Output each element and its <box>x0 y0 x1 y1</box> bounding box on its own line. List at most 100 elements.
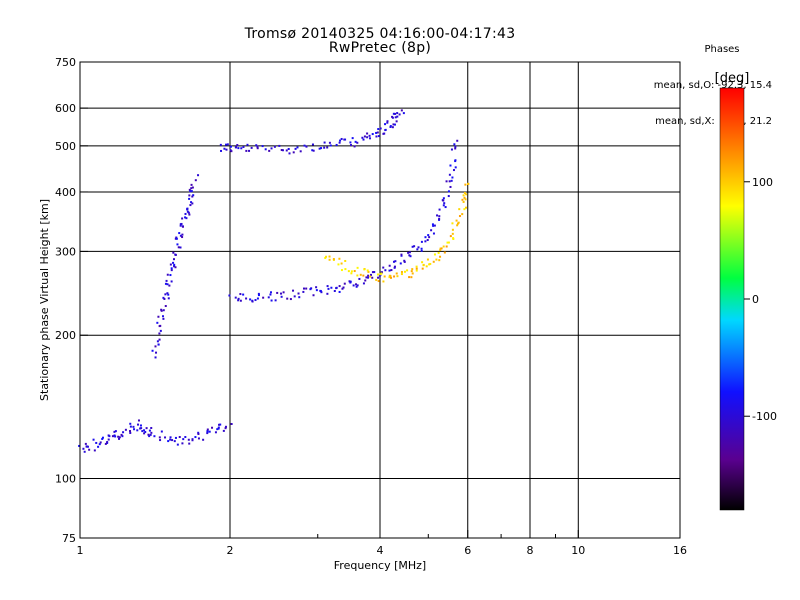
data-point <box>219 423 222 426</box>
data-point <box>278 144 281 147</box>
data-point <box>377 128 380 131</box>
data-point <box>451 222 454 225</box>
data-point <box>181 225 184 228</box>
data-point <box>99 441 102 444</box>
data-point <box>163 297 166 300</box>
data-point <box>465 193 468 196</box>
data-point <box>111 435 114 438</box>
data-point <box>197 432 200 435</box>
data-point <box>170 269 173 272</box>
y-tick-label: 200 <box>55 329 76 342</box>
data-point <box>114 430 117 433</box>
data-point <box>191 202 194 205</box>
data-point <box>388 274 391 277</box>
data-point <box>348 280 351 283</box>
data-point <box>160 309 163 312</box>
data-point <box>420 249 423 252</box>
data-point <box>464 198 467 201</box>
data-point <box>396 115 399 118</box>
data-point <box>184 212 187 215</box>
data-point <box>329 144 332 147</box>
data-point <box>106 441 109 444</box>
data-point <box>326 285 329 288</box>
data-point <box>150 431 153 434</box>
data-point <box>429 262 432 265</box>
data-point <box>236 144 239 147</box>
data-point <box>421 261 424 264</box>
data-point <box>264 148 267 151</box>
data-point <box>251 300 254 303</box>
data-point <box>181 442 184 445</box>
data-point <box>107 438 110 441</box>
data-point <box>428 263 431 266</box>
data-point <box>256 145 259 148</box>
data-point <box>463 208 466 211</box>
data-point <box>86 445 89 448</box>
data-point <box>188 442 191 445</box>
data-point <box>296 146 299 149</box>
data-point <box>133 428 136 431</box>
data-point <box>326 146 329 149</box>
data-point <box>398 113 401 116</box>
data-point <box>206 428 209 431</box>
data-point <box>190 201 193 204</box>
data-point <box>375 135 378 138</box>
data-point <box>361 136 364 139</box>
data-point <box>156 321 159 324</box>
data-point <box>393 275 396 278</box>
data-point <box>325 255 328 258</box>
data-point <box>394 260 397 263</box>
data-point <box>350 270 353 273</box>
data-point <box>388 276 391 279</box>
data-point <box>223 147 226 150</box>
data-point <box>449 235 452 238</box>
data-point <box>173 265 176 268</box>
data-point <box>174 253 177 256</box>
data-point <box>167 293 170 296</box>
data-point <box>92 438 95 441</box>
data-point <box>218 423 221 426</box>
data-point <box>373 271 376 274</box>
data-point <box>181 233 184 236</box>
x-tick-label: 16 <box>673 544 687 557</box>
data-point <box>311 149 314 152</box>
data-point <box>416 248 419 251</box>
data-point <box>408 276 411 279</box>
data-point <box>451 176 454 179</box>
data-point <box>166 283 169 286</box>
data-point <box>95 441 98 444</box>
data-point <box>189 204 192 207</box>
data-point <box>129 425 132 428</box>
data-point <box>433 253 436 256</box>
data-point <box>396 275 399 278</box>
data-point <box>463 191 466 194</box>
data-point <box>323 141 326 144</box>
data-point <box>366 132 369 135</box>
data-point <box>335 286 338 289</box>
data-point <box>245 149 248 152</box>
data-point <box>400 273 403 276</box>
data-point <box>454 147 457 150</box>
data-point <box>305 287 308 290</box>
data-point <box>408 254 411 257</box>
data-point <box>355 283 358 286</box>
data-point <box>114 435 117 438</box>
data-point <box>83 450 86 453</box>
data-point <box>302 287 305 290</box>
y-tick-label: 100 <box>55 473 76 486</box>
data-point <box>158 325 161 328</box>
data-point <box>194 436 197 439</box>
data-point <box>382 266 385 269</box>
data-point <box>270 299 273 302</box>
data-point <box>367 274 370 277</box>
data-point <box>448 180 451 183</box>
data-point <box>85 445 88 448</box>
data-point <box>339 139 342 142</box>
data-point <box>438 217 441 220</box>
data-point <box>403 259 406 262</box>
data-point <box>354 140 357 143</box>
data-point <box>148 435 151 438</box>
data-point <box>167 297 170 300</box>
data-point <box>197 174 200 177</box>
data-point <box>377 135 380 138</box>
